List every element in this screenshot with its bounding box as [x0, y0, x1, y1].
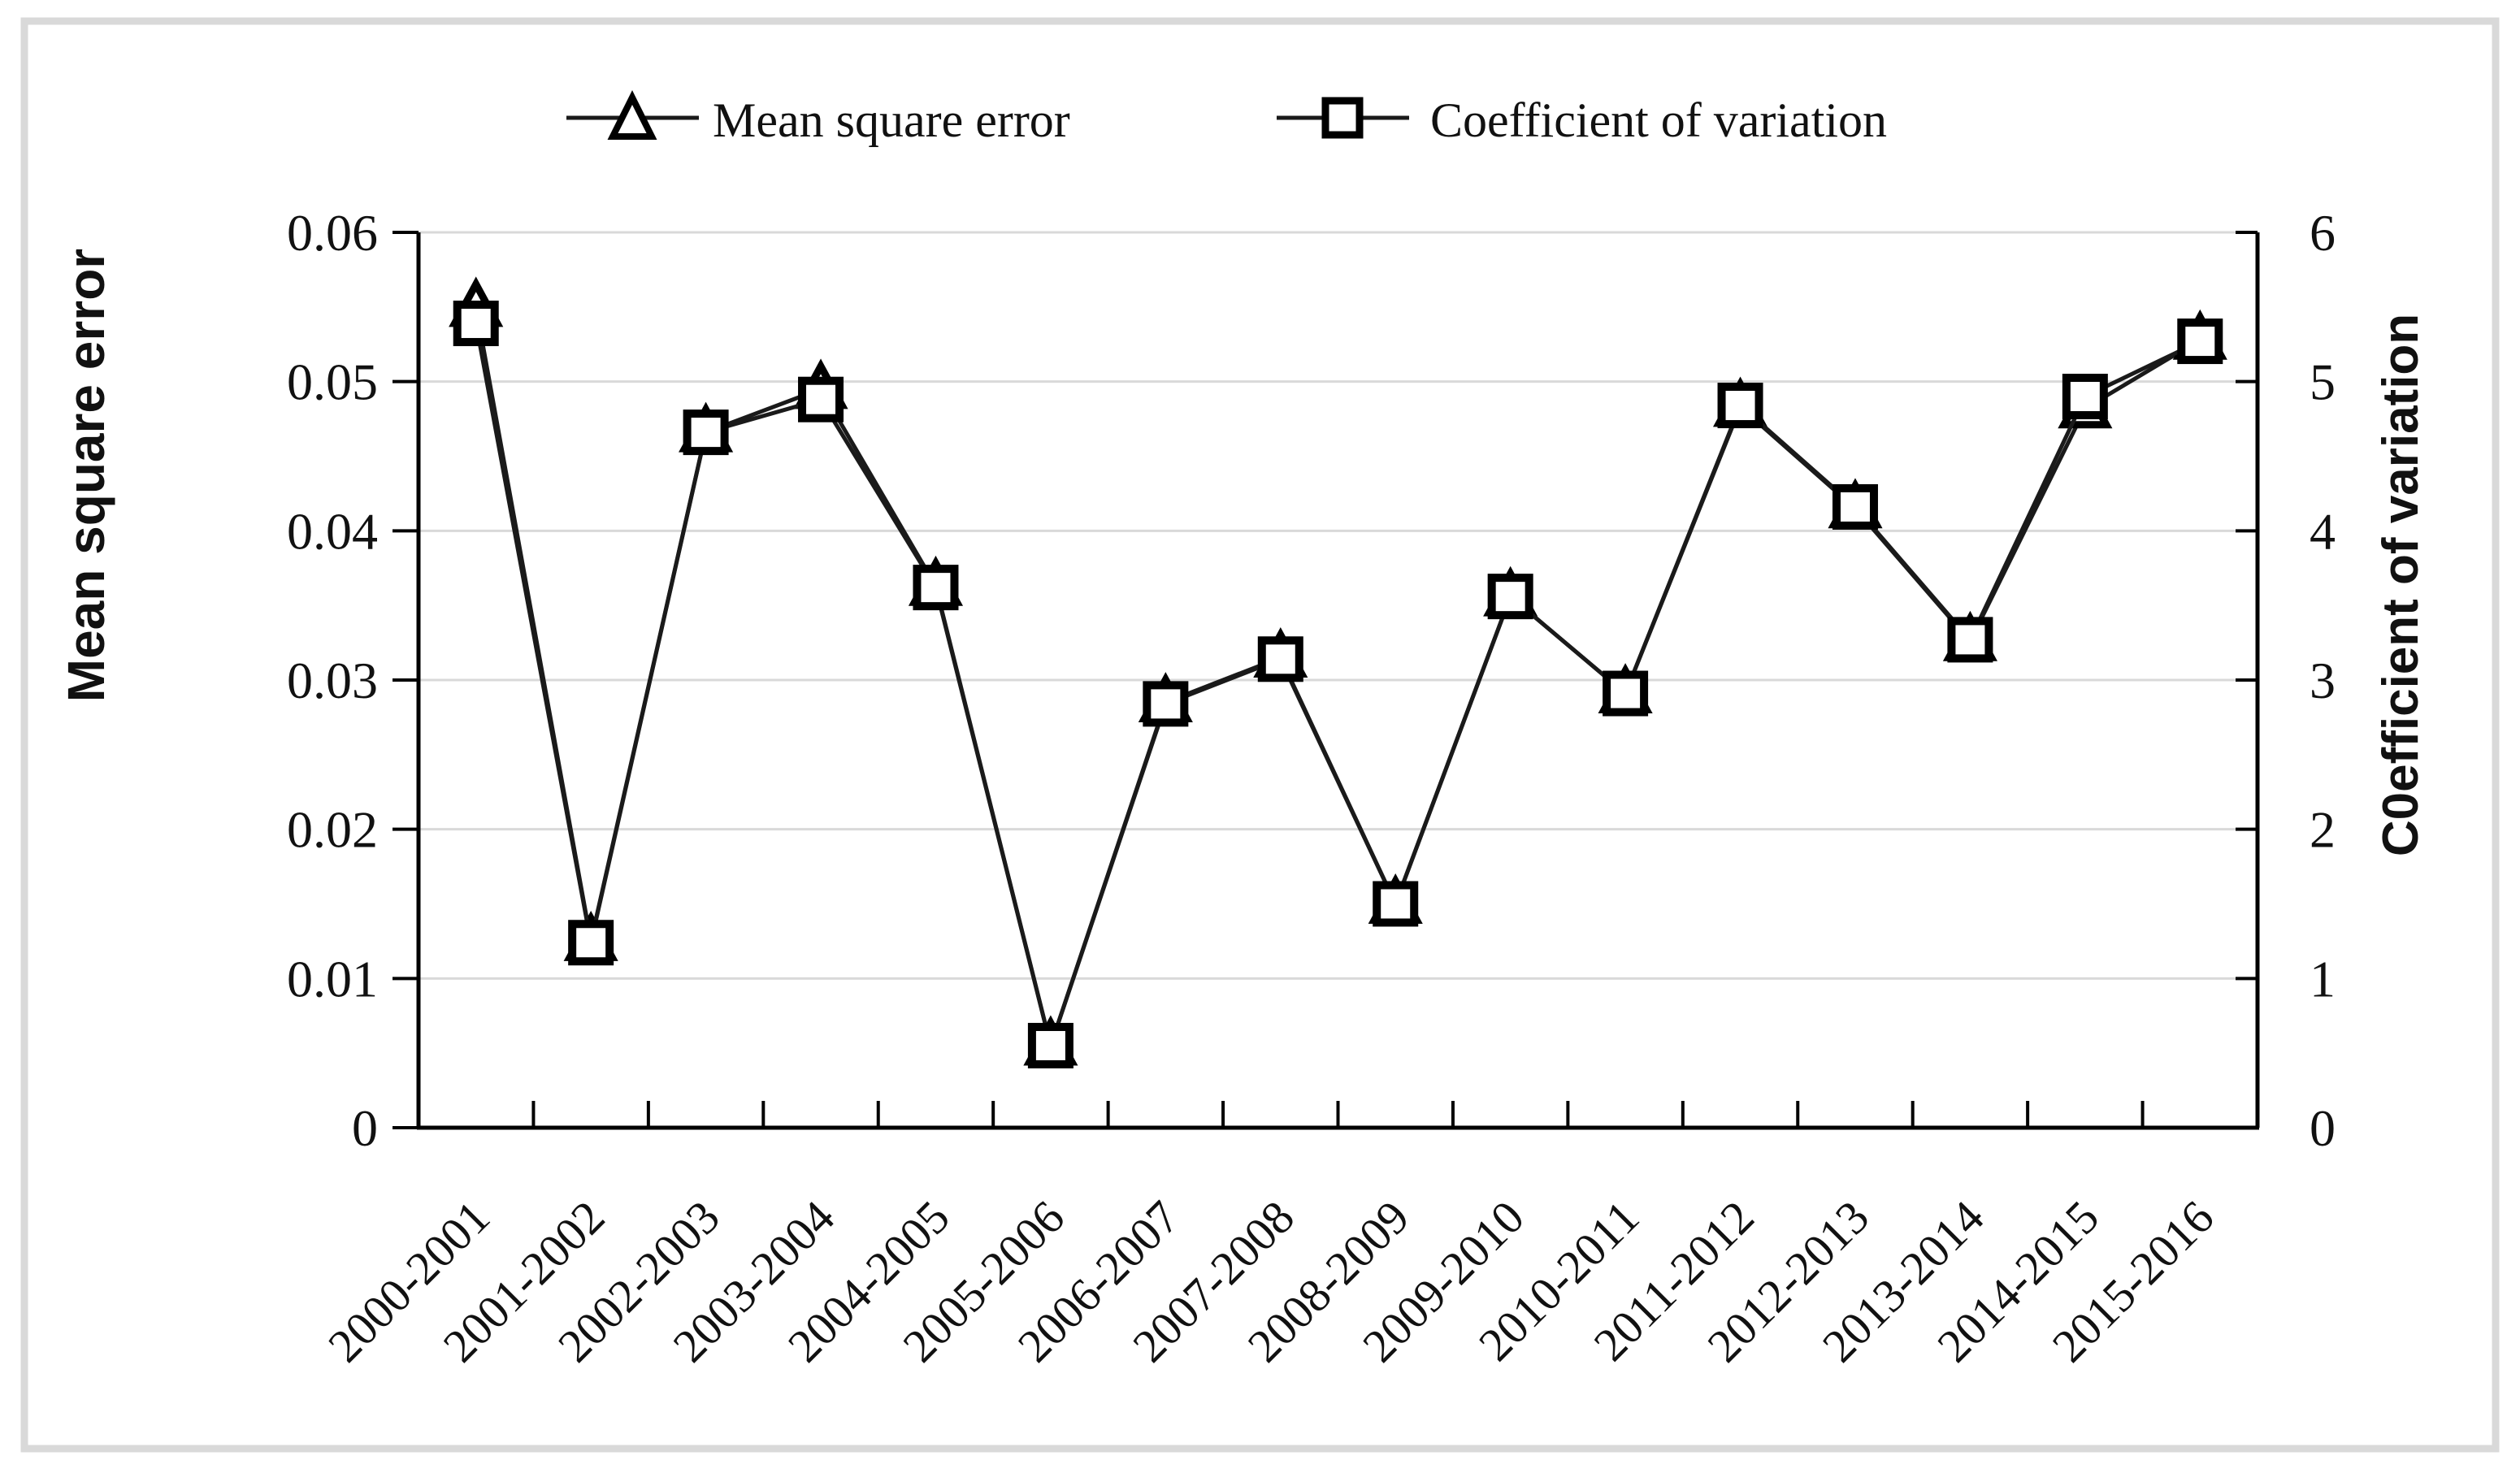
right-axis-tick-label: 4 — [2310, 502, 2336, 560]
left-axis-tick-label: 0.03 — [287, 652, 378, 709]
legend-label-cov: Coefficient of variation — [1430, 93, 1887, 147]
legend-triangle-icon — [607, 90, 657, 140]
legend-square-icon — [1321, 97, 1364, 139]
right-axis-tick-label: 1 — [2310, 950, 2336, 1007]
square-marker — [1487, 574, 1533, 620]
square-marker — [568, 920, 614, 966]
right-axis-tick-label: 6 — [2310, 204, 2336, 262]
figure-frame — [20, 17, 2500, 1453]
left-axis-tick-label: 0.02 — [287, 801, 378, 859]
square-marker — [1832, 483, 1878, 530]
right-axis-tick-label: 3 — [2310, 652, 2336, 709]
square-marker — [2177, 318, 2223, 365]
left-axis-tick-label: 0.05 — [287, 353, 378, 411]
right-axis-tick-label: 5 — [2310, 353, 2336, 411]
left-axis-tick-label: 0 — [352, 1099, 378, 1157]
right-axis-title: C0efficient of variation — [2373, 314, 2429, 856]
left-axis-tick-label: 0.06 — [287, 204, 378, 262]
square-marker — [1947, 617, 1993, 663]
square-marker — [1257, 636, 1303, 682]
square-marker — [1143, 681, 1189, 727]
square-marker — [913, 565, 959, 611]
square-marker — [683, 409, 729, 456]
right-axis-tick-label: 2 — [2310, 801, 2336, 859]
square-marker — [1373, 881, 1419, 927]
left-axis-tick-label: 0.01 — [287, 950, 378, 1007]
square-marker — [2062, 374, 2108, 420]
left-axis-title: Mean square error — [57, 249, 115, 702]
square-marker — [1603, 670, 1649, 717]
square-marker — [1717, 383, 1763, 429]
left-axis-tick-label: 0.04 — [287, 502, 378, 560]
square-marker — [1027, 1022, 1073, 1068]
square-marker — [798, 376, 844, 422]
series-line-coefficient-of-variation — [474, 323, 2201, 1053]
right-axis-tick-label: 0 — [2310, 1099, 2336, 1157]
square-marker — [453, 301, 499, 347]
legend-label-mse: Mean square error — [713, 93, 1070, 147]
